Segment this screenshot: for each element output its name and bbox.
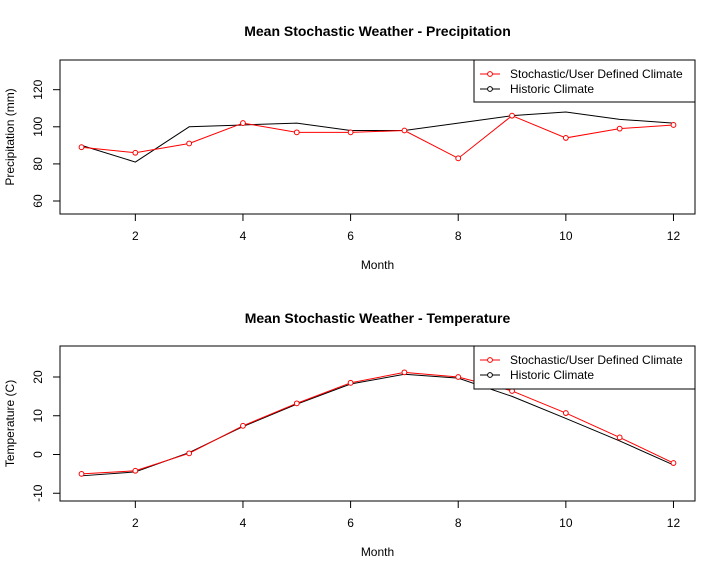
plot-frame: [59, 345, 696, 502]
x-tick-label: 2: [132, 229, 139, 243]
data-point: [186, 140, 193, 147]
x-axis-label: Month: [361, 258, 394, 272]
data-point: [132, 149, 139, 156]
chart-panel-2: Mean Stochastic Weather - Temperature 2 4 6…: [3, 310, 696, 559]
x-tick-label: 4: [240, 516, 247, 530]
y-tick-label: -10: [31, 484, 45, 502]
legend-entry: Stochastic/User Defined Climate: [510, 353, 683, 367]
data-point: [401, 127, 408, 134]
y-tick-label: 60: [31, 194, 45, 208]
data-point: [293, 129, 300, 136]
data-point: [186, 450, 193, 457]
series-line-stochastic: [81, 115, 674, 159]
y-tick-label: 10: [31, 409, 45, 423]
data-point: [293, 400, 300, 407]
x-tick-label: 12: [667, 516, 681, 530]
data-point: [616, 125, 623, 132]
legend-box: [473, 345, 696, 390]
plot-frame: [59, 59, 696, 215]
y-axis-label: Precipitation (mm): [3, 88, 17, 185]
x-tick-label: 8: [455, 229, 462, 243]
x-tick-label: 4: [240, 229, 247, 243]
data-point: [347, 129, 354, 136]
chart-title: Mean Stochastic Weather - Temperature: [245, 310, 511, 326]
series-line-stochastic: [81, 371, 674, 475]
y-tick-label: 0: [31, 451, 45, 458]
x-tick-label: 6: [347, 516, 354, 530]
y-tick-label: 100: [31, 116, 45, 136]
legend-marker: [487, 357, 493, 363]
y-tick-label: 120: [31, 79, 45, 99]
data-point: [616, 434, 623, 441]
x-tick-label: 12: [667, 229, 681, 243]
legend-marker: [487, 86, 493, 92]
data-point: [347, 379, 354, 386]
legend-entry: Historic Climate: [510, 82, 594, 96]
data-point: [562, 135, 569, 141]
data-point: [455, 155, 462, 162]
data-point: [78, 144, 85, 151]
y-tick-label: 20: [31, 370, 45, 384]
legend-marker: [487, 372, 493, 378]
legend-entry: Historic Climate: [510, 368, 594, 382]
data-point: [670, 122, 677, 128]
series-line-historic: [81, 111, 674, 163]
x-tick-label: 10: [559, 516, 573, 530]
y-axis-label: Temperature (C): [3, 380, 17, 467]
legend-box: [473, 59, 696, 103]
y-tick-label: 80: [31, 157, 45, 171]
legend-entry: Stochastic/User Defined Climate: [510, 67, 683, 81]
x-tick-label: 6: [347, 229, 354, 243]
data-point: [455, 374, 462, 380]
legend-marker: [487, 71, 493, 77]
data-point: [132, 467, 139, 474]
chart-title: Mean Stochastic Weather - Precipitation: [244, 23, 511, 39]
data-point: [240, 120, 246, 126]
x-axis-label: Month: [361, 545, 394, 559]
data-point: [509, 112, 515, 119]
data-point: [562, 410, 569, 416]
data-point: [78, 470, 85, 477]
data-point: [240, 422, 246, 429]
x-tick-label: 8: [455, 516, 462, 530]
data-point: [401, 369, 408, 376]
data-point: [670, 460, 677, 466]
chart-panel-1: Mean Stochastic Weather - Precipitation 2…: [3, 23, 696, 272]
series-line-historic: [81, 373, 674, 477]
x-tick-label: 2: [132, 516, 139, 530]
x-tick-label: 10: [559, 229, 573, 243]
